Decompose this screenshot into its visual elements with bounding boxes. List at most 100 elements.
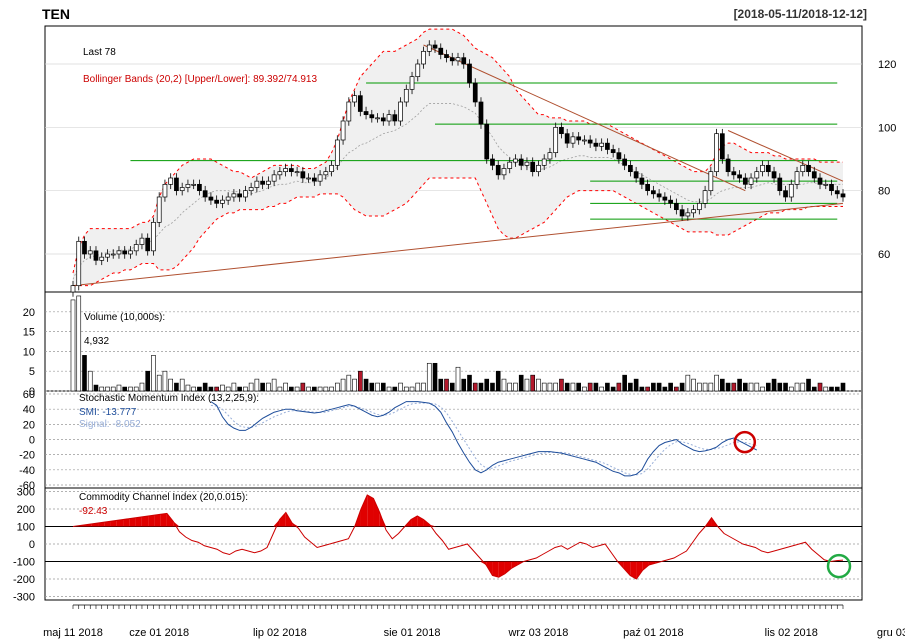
volume-bar [679,382,685,392]
candle-body [369,114,375,119]
cci-ytick: 100 [17,522,35,534]
cci-extreme-fill [642,561,649,571]
candle-body [518,158,524,166]
cci-extreme-fill [492,561,499,578]
candle-body [202,190,208,198]
candle-body [662,196,668,201]
candle-body [714,133,719,173]
candle-body [829,183,834,192]
cci-extreme-fill [173,521,180,527]
candle-body [168,177,174,185]
candle-body [553,126,559,154]
volume-bar [490,382,495,392]
candle-body [260,180,265,185]
smi-signal-line [210,402,757,476]
cci-extreme-fill [129,517,136,527]
volume-bar [582,386,587,392]
volume-bar [403,386,409,392]
candle-body [628,164,633,173]
volume-bar [185,384,191,392]
candle-body [605,142,610,150]
volume-bar [754,382,760,392]
volume-bar [651,382,656,392]
volume-bar [231,382,237,392]
candle-body [392,114,398,122]
candle-body [208,196,214,201]
volume-bar [662,386,668,392]
candle-body [633,171,639,179]
volume-bar [570,382,576,392]
candle-body [162,183,168,198]
volume-bar [633,378,639,392]
volume-bar [771,378,777,392]
x-tick-label: lis 02 2018 [765,627,818,639]
volume-ytick: 5 [29,366,35,378]
panel-frame-vol [44,291,863,392]
candle-body [133,244,139,252]
volume-bar [455,366,461,392]
candle-body [82,240,87,255]
volume-bar [271,378,277,392]
candle-body [823,183,829,186]
candle-body [679,209,685,217]
volume-bar [197,386,202,392]
cci-extreme-fill [110,520,117,527]
candle-body [197,183,202,192]
candle-body [311,177,317,182]
candle-body [386,114,392,122]
volume-bar [277,386,283,392]
candle-body [645,183,650,192]
volume-bar [668,382,673,392]
cci-extreme-fill [135,516,142,527]
volume-bar [179,378,185,392]
candle-body [599,142,605,147]
candle-body [794,171,800,185]
volume-bar [363,378,369,392]
cci-extreme-fill [154,514,161,527]
candle-body [576,136,582,141]
volume-bar [743,382,748,392]
volume-bar [449,382,455,392]
volume-bar [811,386,817,392]
bollinger-upper-line [72,28,843,274]
candle-body [742,177,748,185]
volume-bar [518,374,524,392]
volume-bar [122,386,128,392]
candle-body [214,199,220,204]
candle-body [547,152,553,160]
trend-line [423,44,746,192]
cci-extreme-fill [511,561,518,569]
volume-bar [421,382,426,392]
volume-bar [317,386,323,392]
candle-body [139,237,145,245]
smi-ytick: 0 [29,435,35,447]
cci-extreme-fill [498,561,505,578]
smi-ytick: -60 [19,480,35,492]
candle-body [283,168,288,173]
candle-body [478,101,484,125]
volume-bar [622,374,627,392]
volume-bar [398,382,403,392]
volume-bar [783,382,788,392]
volume-ytick: 20 [23,307,35,319]
volume-bar [162,370,168,392]
candle-body [455,57,461,62]
cci-extreme-fill [411,516,418,527]
volume-bar [702,382,708,392]
cci-extreme-fill [160,513,167,527]
volume-bar [369,382,375,392]
candle-body [340,120,346,141]
price-ytick: 60 [878,249,890,261]
volume-bar [674,386,679,392]
volume-bar [208,386,214,392]
candle-body [668,199,673,204]
smi-ytick: 60 [23,389,35,401]
candle-body [271,174,277,182]
volume-bar [495,370,501,392]
candle-body [237,193,243,198]
volume-bar [513,382,518,392]
candle-body [811,171,817,179]
cci-title: Commodity Channel Index (20,0.015): [79,492,248,503]
candle-body [760,164,765,173]
volume-bar [426,362,432,392]
